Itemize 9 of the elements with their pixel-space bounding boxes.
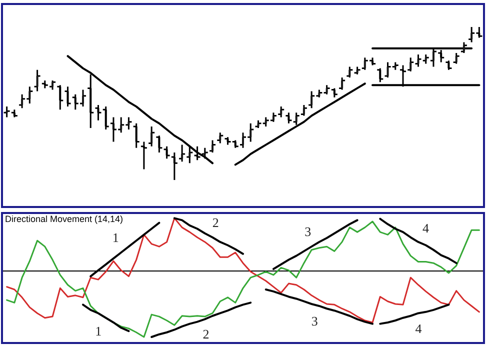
chart-title: Directional Movement (14,14) bbox=[5, 214, 124, 224]
series-label: 2 bbox=[202, 326, 210, 342]
series-label: 3 bbox=[304, 224, 312, 240]
series-label: 4 bbox=[415, 321, 422, 336]
series-label: 3 bbox=[311, 313, 318, 328]
series-label: 2 bbox=[212, 215, 219, 230]
series-label: 4 bbox=[422, 220, 430, 236]
series-label: 1 bbox=[95, 323, 102, 338]
series-label: 1 bbox=[112, 230, 119, 246]
